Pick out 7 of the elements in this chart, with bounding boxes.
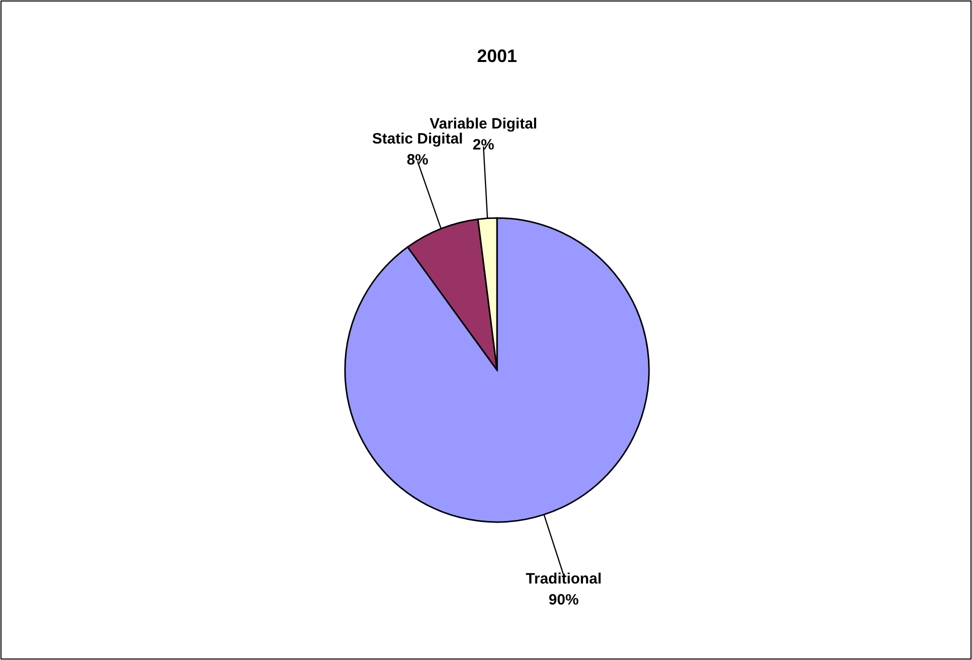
- slice-label: Static Digital: [372, 130, 463, 148]
- slice-label: Traditional: [526, 570, 602, 588]
- data-label: 90%: [548, 591, 579, 608]
- slice-label: Variable Digital: [430, 116, 538, 133]
- chart-title: 2001: [476, 46, 518, 66]
- data-label: 2%: [472, 136, 494, 154]
- data-label: 8%: [406, 151, 428, 168]
